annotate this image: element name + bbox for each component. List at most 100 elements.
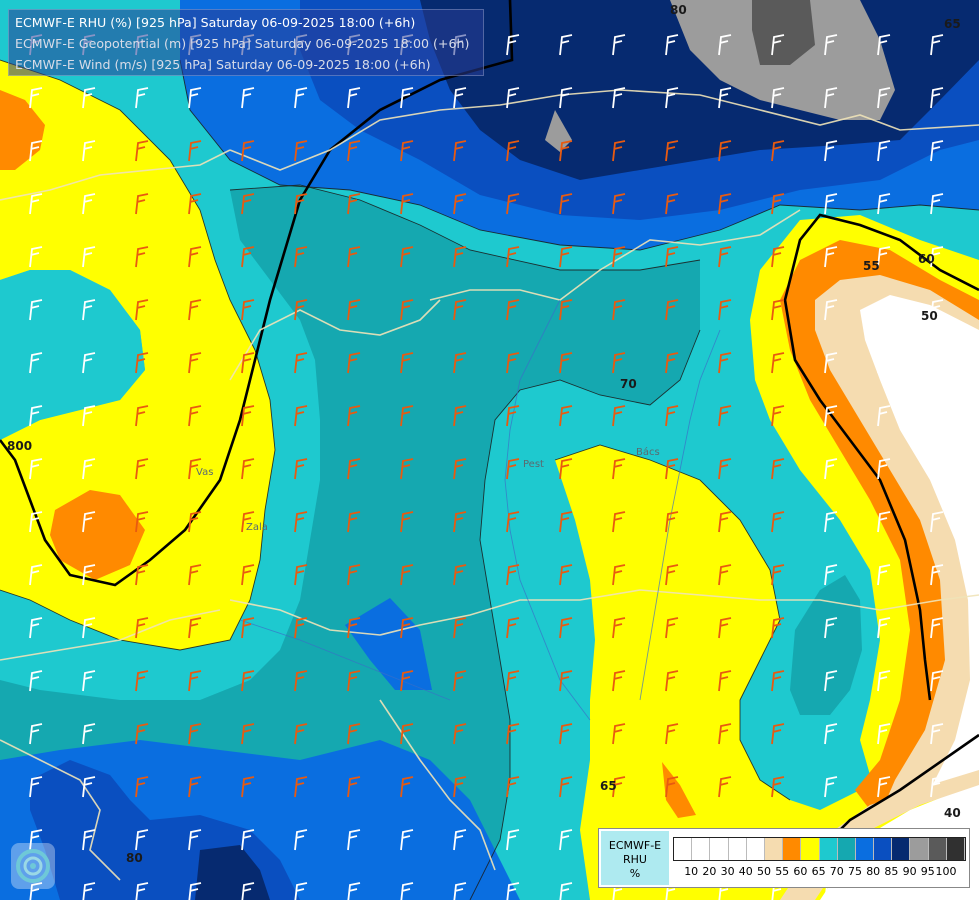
wind-barb: [29, 140, 43, 162]
wind-barb: [506, 882, 520, 900]
wind-barb: [665, 34, 679, 56]
contour-label: 60: [918, 252, 935, 266]
contour-label: 70: [620, 377, 637, 391]
legend-swatch: [801, 838, 820, 860]
wind-barb: [877, 458, 891, 480]
rh-80-center-pocket: [345, 598, 432, 690]
wind-barb: [82, 246, 96, 268]
legend-swatch: [674, 838, 693, 860]
wind-barb: [559, 193, 573, 215]
wind-barb: [612, 458, 626, 480]
wind-barb: [612, 723, 626, 745]
title-wind: ECMWF-E Wind (m/s) [925 hPa] Saturday 06…: [15, 57, 431, 72]
wind-barb: [188, 193, 202, 215]
wind-barb: [400, 776, 414, 798]
wind-barb: [188, 564, 202, 586]
wind-barb: [559, 34, 573, 56]
wind-barb: [347, 882, 361, 900]
wind-barb: [400, 87, 414, 109]
wind-barb: [665, 776, 679, 798]
wind-barb: [453, 87, 467, 109]
legend-swatch: [819, 838, 838, 860]
wind-barb: [612, 617, 626, 639]
wind-barb: [930, 458, 944, 480]
wind-barb: [294, 458, 308, 480]
wind-barb: [718, 87, 732, 109]
wind-barb: [771, 246, 785, 268]
wind-barb: [559, 405, 573, 427]
contour-label: 65: [944, 17, 961, 31]
wind-barb: [824, 299, 838, 321]
wind-barb: [82, 511, 96, 533]
wind-barb: [135, 829, 149, 851]
river-tisza: [639, 329, 721, 701]
wind-barb: [241, 829, 255, 851]
wind-barb: [347, 352, 361, 374]
wind-barb: [824, 776, 838, 798]
river-danube: [504, 299, 591, 721]
place-label: Vas: [196, 467, 213, 478]
wind-barb: [400, 405, 414, 427]
wind-barb: [347, 776, 361, 798]
wind-barb: [241, 140, 255, 162]
wind-barb: [665, 405, 679, 427]
wind-barb: [188, 246, 202, 268]
legend-title: ECMWF-E RHU %: [601, 831, 669, 885]
legend-swatch: [728, 838, 747, 860]
contour-label: 40: [944, 806, 961, 820]
wind-barb: [241, 405, 255, 427]
wind-barb: [771, 564, 785, 586]
wind-barb: [241, 723, 255, 745]
wind-barb: [241, 511, 255, 533]
rh-low-east-region: [860, 295, 979, 800]
wind-barb: [877, 193, 891, 215]
legend-swatch: [783, 838, 802, 860]
legend-swatch: [746, 838, 765, 860]
wind-barb: [347, 617, 361, 639]
wind-barb: [453, 723, 467, 745]
legend-tick-label: 55: [775, 865, 790, 878]
wind-barb: [241, 87, 255, 109]
wind-barb: [135, 776, 149, 798]
wind-barb: [665, 87, 679, 109]
wind-barb: [29, 723, 43, 745]
wind-barb: [453, 564, 467, 586]
wind-barb: [930, 246, 944, 268]
legend-swatch: [837, 838, 856, 860]
wind-barb: [294, 140, 308, 162]
wind-barb: [771, 511, 785, 533]
contour-label: 55: [863, 259, 880, 273]
wind-barb: [188, 882, 202, 900]
wind-barb: [294, 829, 308, 851]
wind-barb: [135, 140, 149, 162]
legend-tick-label: 40: [738, 865, 753, 878]
legend-swatch: [692, 838, 711, 860]
rh-100-region: [752, 0, 815, 65]
wind-barb: [559, 882, 573, 900]
wind-barb: [665, 140, 679, 162]
wind-barb: [771, 87, 785, 109]
wind-barb: [824, 723, 838, 745]
wind-barb: [347, 723, 361, 745]
wind-barb: [506, 140, 520, 162]
wind-barb: [241, 670, 255, 692]
legend-tick-label: 85: [884, 865, 899, 878]
wind-barb: [82, 193, 96, 215]
wind-barb: [824, 34, 838, 56]
wind-barb: [29, 564, 43, 586]
wind-barb: [29, 617, 43, 639]
wind-barb: [453, 193, 467, 215]
wind-barb: [82, 299, 96, 321]
legend-tick-label: 75: [848, 865, 862, 878]
wind-barb: [29, 246, 43, 268]
wind-barb: [506, 405, 520, 427]
border-line-8: [0, 739, 121, 881]
legend-swatch: [874, 838, 893, 860]
wind-barb: [453, 140, 467, 162]
wind-barb: [400, 670, 414, 692]
wind-barb: [506, 352, 520, 374]
legend-swatch: [764, 838, 784, 860]
wind-barb: [877, 352, 891, 374]
wind-barb: [135, 405, 149, 427]
wind-barb: [135, 564, 149, 586]
